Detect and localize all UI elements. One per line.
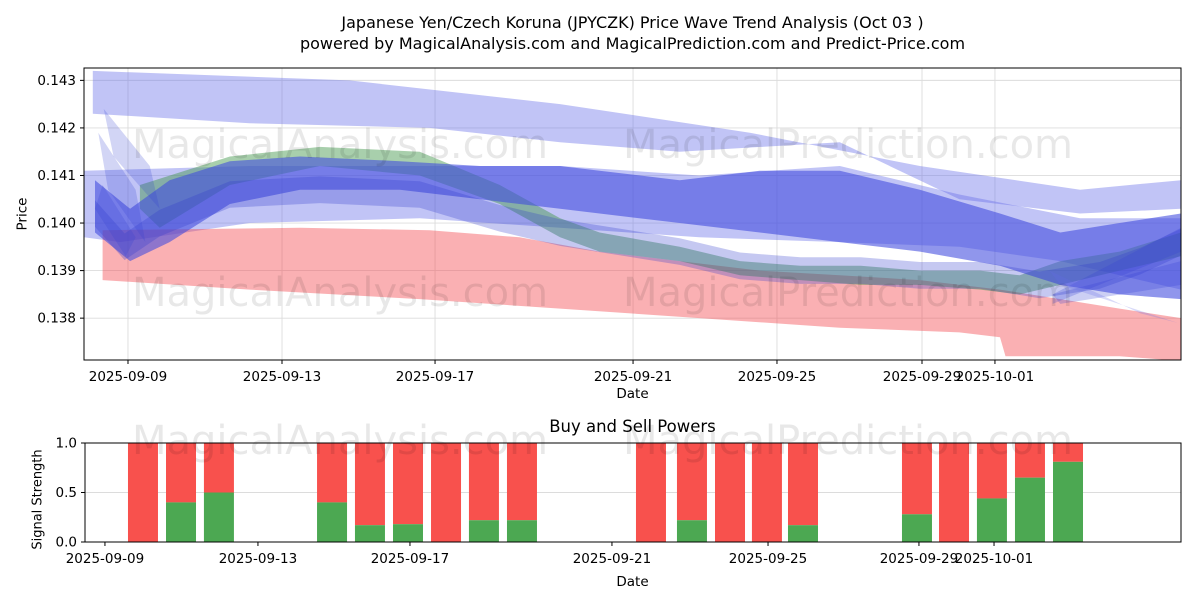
y-tick-label: 0.141 [37, 168, 76, 184]
sell-pressure-band [102, 227, 1181, 360]
sell-power-bar [317, 443, 348, 503]
plot-border [83, 67, 1182, 361]
watermark-text: MagicalAnalysis.com [132, 418, 548, 464]
y-tick-label: 0.5 [56, 485, 77, 501]
sell-power-bar [714, 443, 745, 542]
sell-power-bar [787, 443, 818, 526]
buy-power-bar [676, 520, 707, 542]
left-fan-streak-2 [103, 108, 160, 209]
buy-power-bar [203, 492, 234, 542]
x-tick-label: 2025-09-29 [883, 369, 961, 385]
buy-power-bar [1053, 461, 1084, 542]
upper-forecast-band [92, 70, 1181, 214]
right-fan-streak-1 [1052, 227, 1181, 304]
date-axis-label-top: Date [616, 386, 649, 402]
sell-power-bar [127, 443, 158, 542]
buy-power-bar [506, 520, 537, 542]
buy-power-bar [901, 514, 932, 542]
sell-power-bar [751, 443, 782, 542]
sell-power-bar [676, 443, 707, 521]
signal-axis-label: Signal Strength [30, 449, 46, 550]
sell-power-bar [1053, 443, 1084, 462]
y-tick-label: 0.142 [37, 120, 76, 136]
sell-power-bar [901, 443, 932, 515]
figure-title-line2: powered by MagicalAnalysis.com and Magic… [299, 34, 966, 53]
x-tick-label: 2025-09-29 [880, 551, 958, 567]
sell-power-bar [431, 443, 462, 542]
y-tick-label: 1.0 [56, 436, 77, 452]
right-fan-streak-2 [1052, 261, 1181, 304]
buy-power-bar [317, 502, 348, 542]
sell-power-bar [506, 443, 537, 521]
x-tick-label: 2025-09-21 [573, 551, 651, 567]
sell-power-bar [354, 443, 385, 526]
watermark-text: MagicalPrediction.com [623, 418, 1073, 464]
x-tick-label: 2025-09-13 [219, 551, 297, 567]
watermark-text: MagicalAnalysis.com [132, 270, 548, 316]
left-fan-streak-1 [98, 132, 146, 243]
watermark-text: MagicalAnalysis.com [132, 122, 548, 168]
signal-chart-title: Buy and Sell Powers [549, 417, 716, 436]
y-tick-label: 0.0 [56, 535, 77, 551]
x-tick-label: 2025-09-17 [396, 369, 474, 385]
sell-power-bar [203, 443, 234, 493]
x-tick-label: 2025-09-17 [371, 551, 449, 567]
buy-power-bar [392, 524, 423, 542]
x-tick-label: 2025-09-13 [243, 369, 321, 385]
price-wave-main-band [95, 156, 1181, 300]
buy-power-bar [1014, 477, 1045, 542]
y-tick-label: 0.140 [37, 216, 76, 232]
x-tick-label: 2025-09-09 [89, 369, 167, 385]
x-tick-label: 2025-09-25 [738, 369, 816, 385]
price-axis-label: Price [14, 197, 31, 231]
sell-power-bar [1014, 443, 1045, 478]
buy-power-bar [354, 525, 385, 542]
x-tick-label: 2025-09-09 [66, 551, 144, 567]
watermark-text: MagicalPrediction.com [623, 270, 1073, 316]
sell-power-bar [166, 443, 197, 503]
buy-power-bar [166, 502, 197, 542]
sell-power-bar [976, 443, 1007, 499]
y-tick-label: 0.139 [37, 263, 76, 279]
sell-power-bar [392, 443, 423, 525]
y-tick-label: 0.138 [37, 311, 76, 327]
watermark-layer: MagicalAnalysis.com MagicalPrediction.com… [132, 122, 1073, 464]
left-fan-streak-3 [95, 185, 136, 257]
sell-power-bar [939, 443, 970, 542]
band-layer [84, 70, 1181, 360]
figure-title-line1: Japanese Yen/Czech Koruna (JPYCZK) Price… [341, 13, 924, 32]
x-tick-label: 2025-10-01 [956, 369, 1034, 385]
sell-power-bar [468, 443, 499, 521]
ensemble-streak-band [95, 176, 1181, 299]
x-tick-label: 2025-10-01 [955, 551, 1033, 567]
x-tick-label: 2025-09-25 [729, 551, 807, 567]
buy-power-bar [976, 498, 1007, 542]
price-chart: 0.143 0.142 0.141 0.140 0.139 0.138 2025-09-09… [37, 67, 1182, 385]
sell-power-bar [635, 443, 666, 542]
signal-chart: 0.0 0.5 1.0 2025-09-09 2025-09-13 2025-09-17 2… [56, 436, 1182, 567]
watermark-text: MagicalPrediction.com [623, 122, 1073, 168]
buy-power-bar [787, 525, 818, 542]
date-axis-label-bottom: Date [616, 574, 649, 590]
buy-power-bar [468, 520, 499, 542]
y-tick-label: 0.143 [37, 73, 76, 89]
x-tick-label: 2025-09-21 [594, 369, 672, 385]
